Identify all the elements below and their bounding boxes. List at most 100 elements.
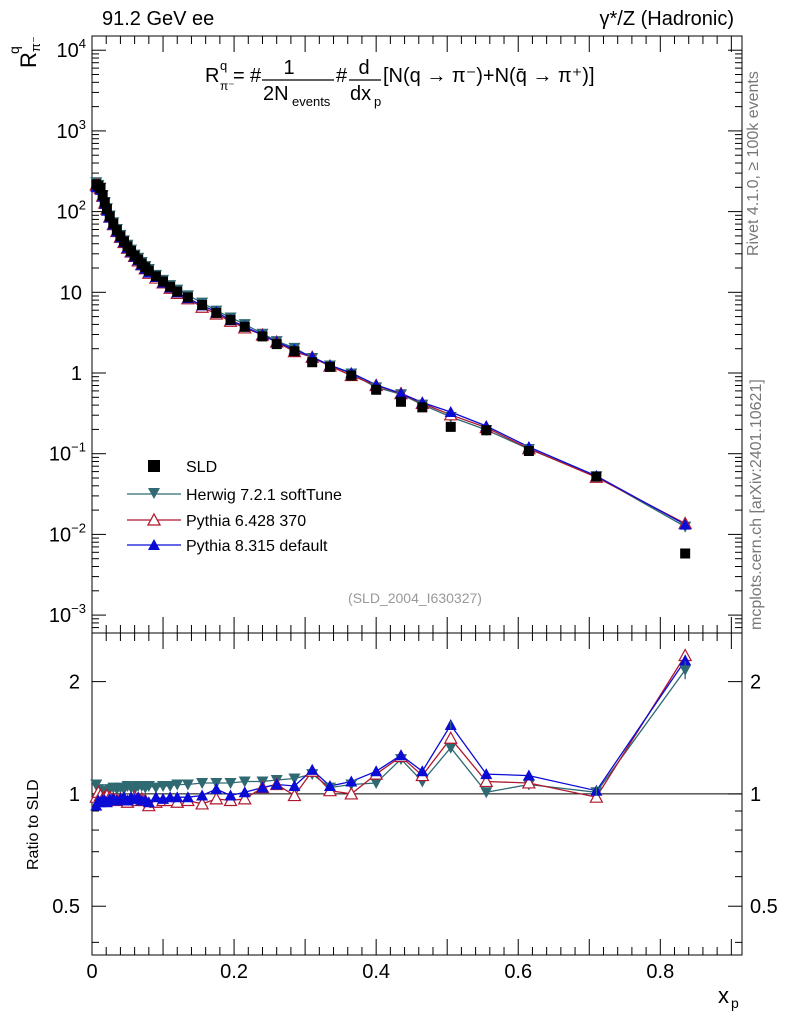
y-tick-label: 10−2 <box>49 520 86 546</box>
formula-frac1-num: 1 <box>283 57 294 79</box>
formula-equals: = <box>233 65 245 87</box>
y-tick-label: 10−1 <box>49 440 86 466</box>
legend-pythia6-label: Pythia 6.428 370 <box>186 513 306 530</box>
series-marker-ratio <box>288 780 301 792</box>
series-marker-ratio <box>164 781 177 793</box>
sld-data-point <box>257 331 268 342</box>
legend-pythia8-marker <box>148 539 160 550</box>
sld-data-point <box>239 321 250 332</box>
series-marker-ratio <box>195 796 210 810</box>
series-marker-ratio <box>521 775 536 789</box>
sld-data-point <box>346 370 357 381</box>
y-tick-label: 102 <box>57 198 86 224</box>
formula-hash-2: # <box>336 65 348 87</box>
series-marker-ratio <box>345 775 358 787</box>
series-marker-ratio <box>171 791 184 803</box>
ratio-y-axis-title: Ratio to SLD <box>25 779 42 870</box>
legend-herwig-label: Herwig 7.2.1 softTune <box>186 487 342 504</box>
legend-pythia8-label: Pythia 8.315 default <box>186 538 328 555</box>
x-tick-label: 0 <box>86 961 97 983</box>
series-marker-ratio <box>270 778 283 790</box>
sld-data-point <box>481 425 492 436</box>
ratio-tick-label-left: 2 <box>69 672 80 694</box>
ratio-tick-label-right: 0.5 <box>750 896 778 918</box>
series-marker-ratio <box>238 786 251 798</box>
y-axis-title-sub: π⁻ <box>28 36 43 52</box>
series-marker-ratio <box>149 782 162 794</box>
sld-data-point <box>97 190 108 201</box>
sld-data-point <box>99 197 110 208</box>
sld-data-point <box>165 281 176 292</box>
series-marker-ratio <box>196 777 209 789</box>
x-axis: 0 0.2 0.4 0.6 0.8 <box>86 36 732 983</box>
formula-frac2-den-sub: p <box>374 94 381 109</box>
sld-data-point <box>108 218 119 229</box>
sld-data-point <box>591 471 602 482</box>
series-marker-ratio <box>589 789 604 803</box>
series-marker-ratio <box>370 765 383 777</box>
sld-data-point <box>150 271 161 282</box>
sld-data-point <box>115 231 126 242</box>
series-marker-main <box>679 518 692 530</box>
formula-lhs-sup: q <box>220 58 227 73</box>
analysis-id-watermark: (SLD_2004_I630327) <box>348 590 482 606</box>
sld-data-point <box>182 292 193 303</box>
series-marker-ratio <box>288 773 301 785</box>
sld-data-point <box>104 211 115 222</box>
sld-data-point <box>225 314 236 325</box>
x-tick-label: 0.4 <box>362 961 390 983</box>
x-axis-title-base: x <box>718 983 729 1008</box>
series-marker-ratio <box>480 787 493 799</box>
x-tick-label: 0.2 <box>220 961 248 983</box>
x-axis-title-sub: p <box>731 995 739 1011</box>
series-marker-ratio <box>416 765 429 777</box>
series-marker-ratio <box>395 749 408 761</box>
series-marker-ratio <box>323 780 336 792</box>
sld-data-point <box>324 361 335 372</box>
sld-data-point <box>101 203 112 214</box>
series-marker-ratio <box>679 654 692 666</box>
legend-sld-marker <box>148 460 160 472</box>
series-marker-ratio <box>237 791 252 805</box>
series-marker-ratio <box>479 774 494 788</box>
energy-label: 91.2 GeV ee <box>102 8 215 30</box>
sld-data-point <box>211 307 222 318</box>
sld-data-point <box>680 548 691 559</box>
y-axis-title-base: R <box>16 52 41 68</box>
sld-data-point <box>271 339 282 350</box>
series-marker-ratio <box>370 777 383 789</box>
sld-data-point <box>289 346 300 357</box>
y-axis-title-sup: q <box>6 46 22 54</box>
x-tick-label: 0.6 <box>504 961 532 983</box>
main-y-axis-title: R q π⁻ <box>6 36 43 68</box>
series-marker-ratio <box>181 791 194 803</box>
sld-data-point <box>118 236 129 247</box>
series-marker-ratio <box>142 796 155 808</box>
series-marker-ratio <box>306 763 319 775</box>
sld-data-point <box>371 384 382 395</box>
formula-frac2-num: d <box>358 57 369 79</box>
series-marker-ratio <box>444 742 457 754</box>
series-marker-ratio <box>480 768 493 780</box>
series-marker-ratio <box>287 788 302 802</box>
x-axis-title: x p <box>718 983 739 1011</box>
series-marker-ratio <box>196 789 209 801</box>
legend: SLD Herwig 7.2.1 softTune Pythia 6.428 3… <box>127 459 342 555</box>
series-marker-ratio <box>209 791 224 805</box>
process-label: γ*/Z (Hadronic) <box>599 8 734 30</box>
series-marker-ratio <box>522 769 535 781</box>
series-marker-ratio <box>224 789 237 801</box>
sld-data-point <box>417 402 428 413</box>
series-marker-ratio <box>344 786 359 800</box>
ratio-y-axis: 2 2 1 1 0.5 0.5 <box>52 672 778 943</box>
sld-data-point <box>396 396 407 407</box>
series-marker-main <box>395 387 408 399</box>
sld-data-point <box>172 286 183 297</box>
sld-data-point <box>197 300 208 311</box>
series-marker-ratio <box>210 783 223 795</box>
formula-frac2-den: dx <box>350 83 371 105</box>
ratio-tick-label-left: 0.5 <box>52 896 80 918</box>
series-marker-ratio <box>443 731 458 744</box>
